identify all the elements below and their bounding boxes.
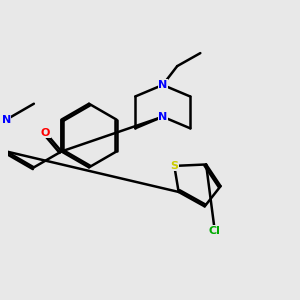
Text: N: N — [158, 80, 167, 90]
Text: N: N — [158, 112, 167, 122]
Text: Cl: Cl — [209, 226, 221, 236]
Text: N: N — [2, 115, 11, 124]
Text: O: O — [41, 128, 50, 138]
Text: S: S — [170, 161, 178, 171]
